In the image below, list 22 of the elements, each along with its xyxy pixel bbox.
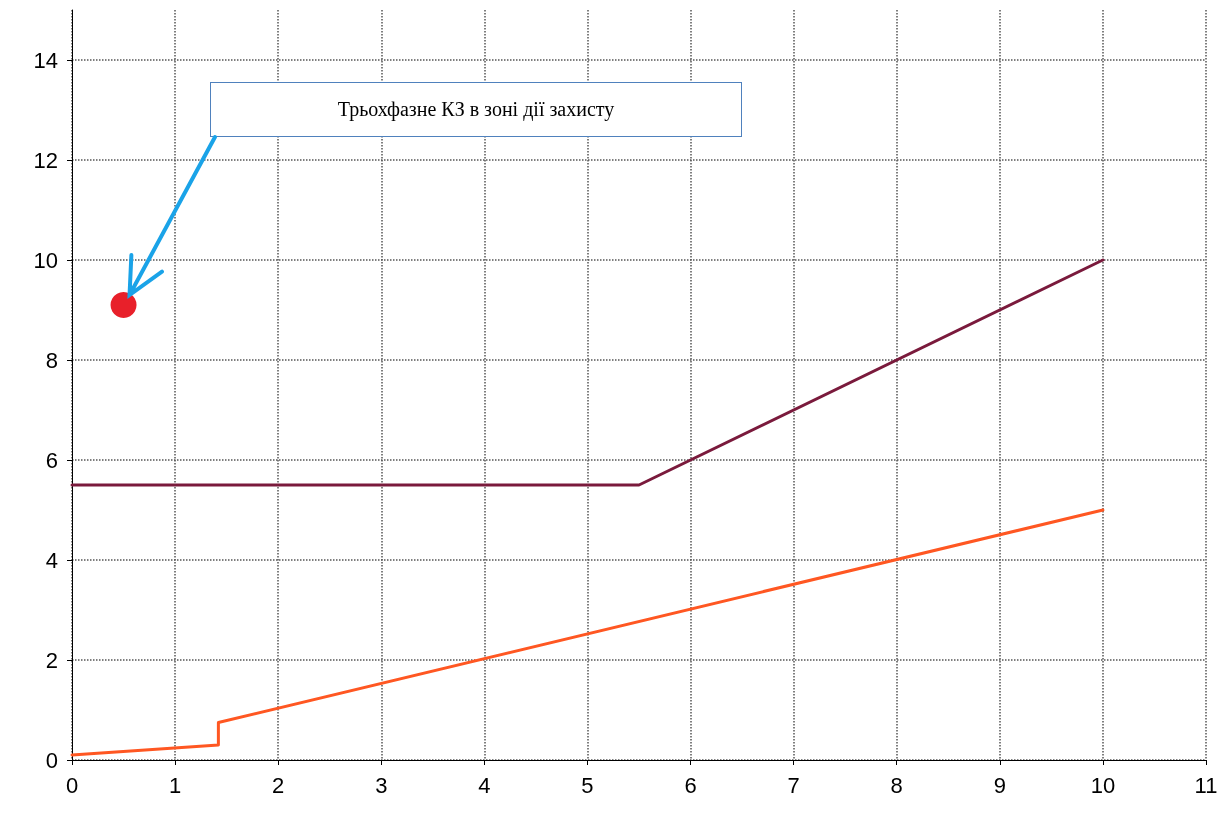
x-tick-label: 2 [272,772,285,798]
x-tick-label: 0 [65,772,79,798]
x-tick-label: 8 [890,772,903,798]
annotation: Трьохфазне КЗ в зоні дії захисту [337,98,615,121]
y-tick-label: 4 [45,547,58,573]
x-tick-label: 10 [1090,772,1116,798]
y-tick-label: 2 [45,647,58,673]
y-tick-label: 6 [45,447,58,473]
x-tick-label: 11 [1194,772,1218,798]
y-tick-label: 10 [33,247,58,273]
y-tick-label: 14 [33,47,58,73]
x-tick-label: 5 [581,772,594,798]
y-tick-label: 12 [33,147,58,173]
x-tick-label: 7 [787,772,800,798]
y-tick-label: 8 [45,347,58,373]
line-series [70,508,1105,757]
x-tick-label: 6 [684,772,697,798]
y-tick-label: 0 [45,747,58,773]
x-tick-label: 1 [168,772,182,798]
x-tick-label: 9 [993,772,1006,798]
x-tick-label: 3 [375,772,388,798]
x-tick-label: 4 [478,772,491,798]
